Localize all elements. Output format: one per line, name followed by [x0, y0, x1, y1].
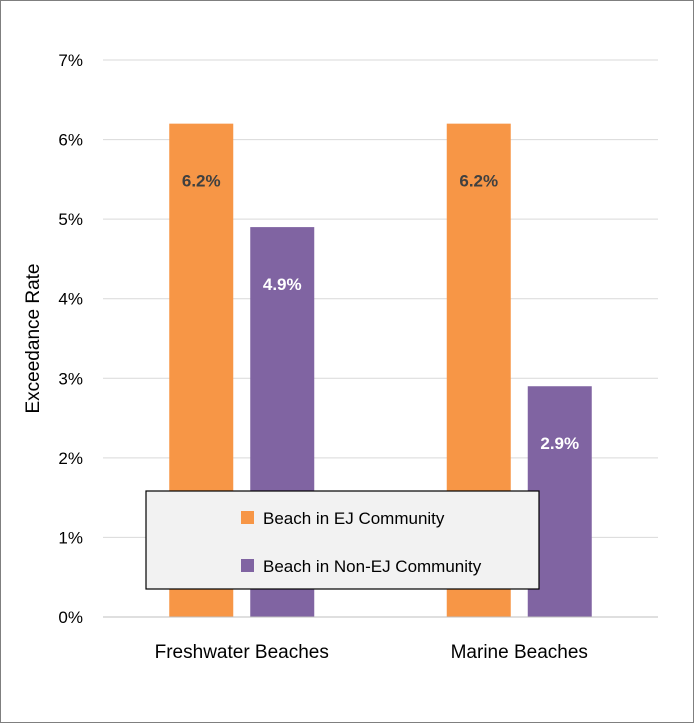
data-label: 6.2% [182, 172, 221, 191]
legend-swatch [241, 511, 254, 524]
y-tick-label: 1% [58, 528, 83, 547]
y-axis-label: Exceedance Rate [23, 264, 44, 414]
x-tick-label: Freshwater Beaches [155, 642, 329, 663]
legend-swatch [241, 559, 254, 572]
legend-label: Beach in EJ Community [263, 509, 445, 528]
legend: Beach in EJ Community Beach in Non-EJ Com… [145, 490, 540, 590]
y-tick-label: 6% [58, 131, 83, 150]
y-tick-label: 5% [58, 210, 83, 229]
y-tick-label: 4% [58, 290, 83, 309]
y-tick-label: 7% [58, 51, 83, 70]
data-label: 2.9% [540, 434, 579, 453]
x-tick-label: Marine Beaches [451, 642, 588, 663]
legend-label: Beach in Non-EJ Community [263, 557, 482, 576]
data-label: 4.9% [263, 275, 302, 294]
data-label: 6.2% [459, 172, 498, 191]
legend-box [145, 490, 540, 590]
y-tick-label: 3% [58, 369, 83, 388]
y-tick-label: 0% [58, 608, 83, 627]
y-tick-label: 2% [58, 449, 83, 468]
